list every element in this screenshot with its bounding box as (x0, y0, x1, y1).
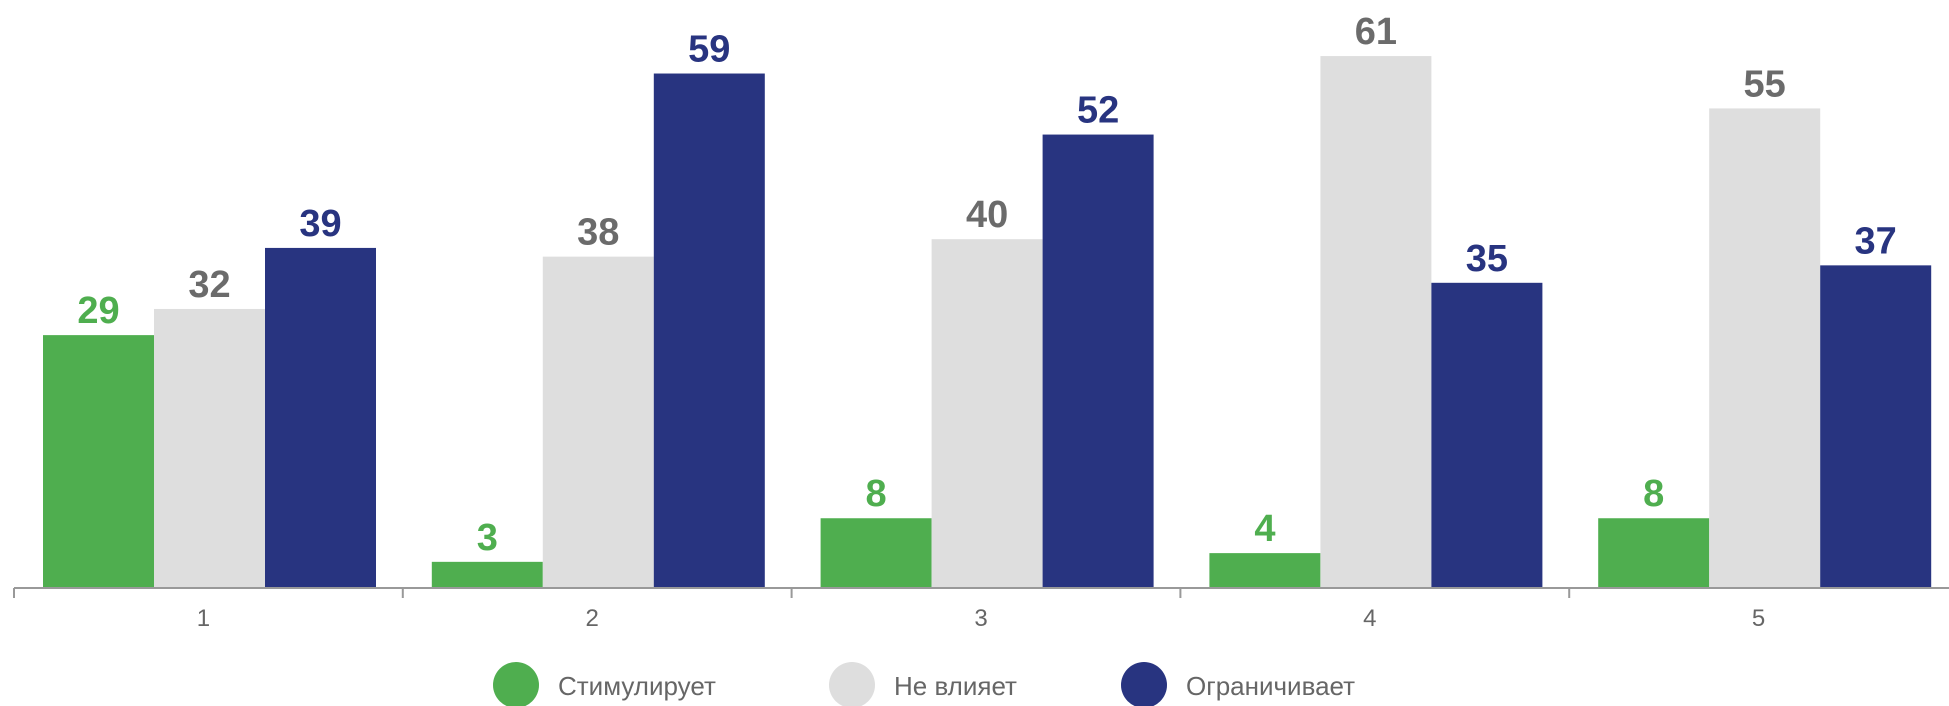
legend-item: Ограничивает (1121, 662, 1355, 706)
bar-value-label: 29 (77, 290, 119, 332)
bar (1320, 56, 1432, 588)
bar-value-label: 40 (966, 194, 1008, 236)
legend: Стимулирует Не влияет Ограничивает (493, 662, 1355, 706)
x-tick-label: 4 (1363, 605, 1376, 632)
bar (1709, 108, 1821, 589)
bar-value-label: 3 (477, 517, 498, 559)
legend-swatch (493, 662, 539, 706)
x-tick-labels-layer: 1 2 3 4 5 (197, 605, 1766, 632)
bar (431, 561, 543, 588)
bar-value-label: 32 (188, 264, 230, 306)
bar (265, 247, 376, 589)
x-tick-label: 5 (1752, 605, 1765, 632)
legend-swatch (829, 662, 875, 706)
bar (820, 518, 932, 588)
bar-value-label: 37 (1855, 220, 1897, 262)
bar-value-label: 8 (1643, 473, 1664, 515)
legend-item: Не влияет (829, 662, 1017, 706)
bar (43, 335, 154, 588)
bar (1209, 553, 1321, 588)
x-tick-label: 1 (197, 605, 210, 632)
value-labels-layer: 29 32 39 3 38 59 8 40 52 4 61 35 8 55 37 (77, 11, 1896, 559)
bars-layer (43, 56, 1932, 589)
bar-value-label: 4 (1254, 508, 1275, 550)
x-tick-label: 3 (974, 605, 987, 632)
bar-value-label: 38 (577, 212, 619, 254)
bar (653, 73, 765, 588)
bar-value-label: 61 (1355, 11, 1397, 53)
legend-label: Стимулирует (558, 671, 716, 701)
bar-value-label: 55 (1744, 63, 1786, 105)
legend-label: Ограничивает (1186, 671, 1355, 701)
bar (931, 239, 1043, 588)
bar (1431, 282, 1543, 588)
bar-value-label: 39 (299, 203, 341, 245)
x-ticks-layer (13, 588, 1571, 598)
bar (1042, 134, 1154, 588)
bar (542, 256, 654, 588)
bar-value-label: 52 (1077, 90, 1119, 132)
bar (1820, 265, 1932, 588)
x-tick-label: 2 (586, 605, 599, 632)
bar-value-label: 8 (866, 473, 887, 515)
bar (154, 308, 265, 588)
legend-label: Не влияет (894, 671, 1017, 701)
legend-item: Стимулирует (493, 662, 716, 706)
legend-swatch (1121, 662, 1167, 706)
bar-value-label: 35 (1466, 238, 1508, 280)
bar (1598, 518, 1710, 588)
bar-value-label: 59 (688, 29, 730, 71)
